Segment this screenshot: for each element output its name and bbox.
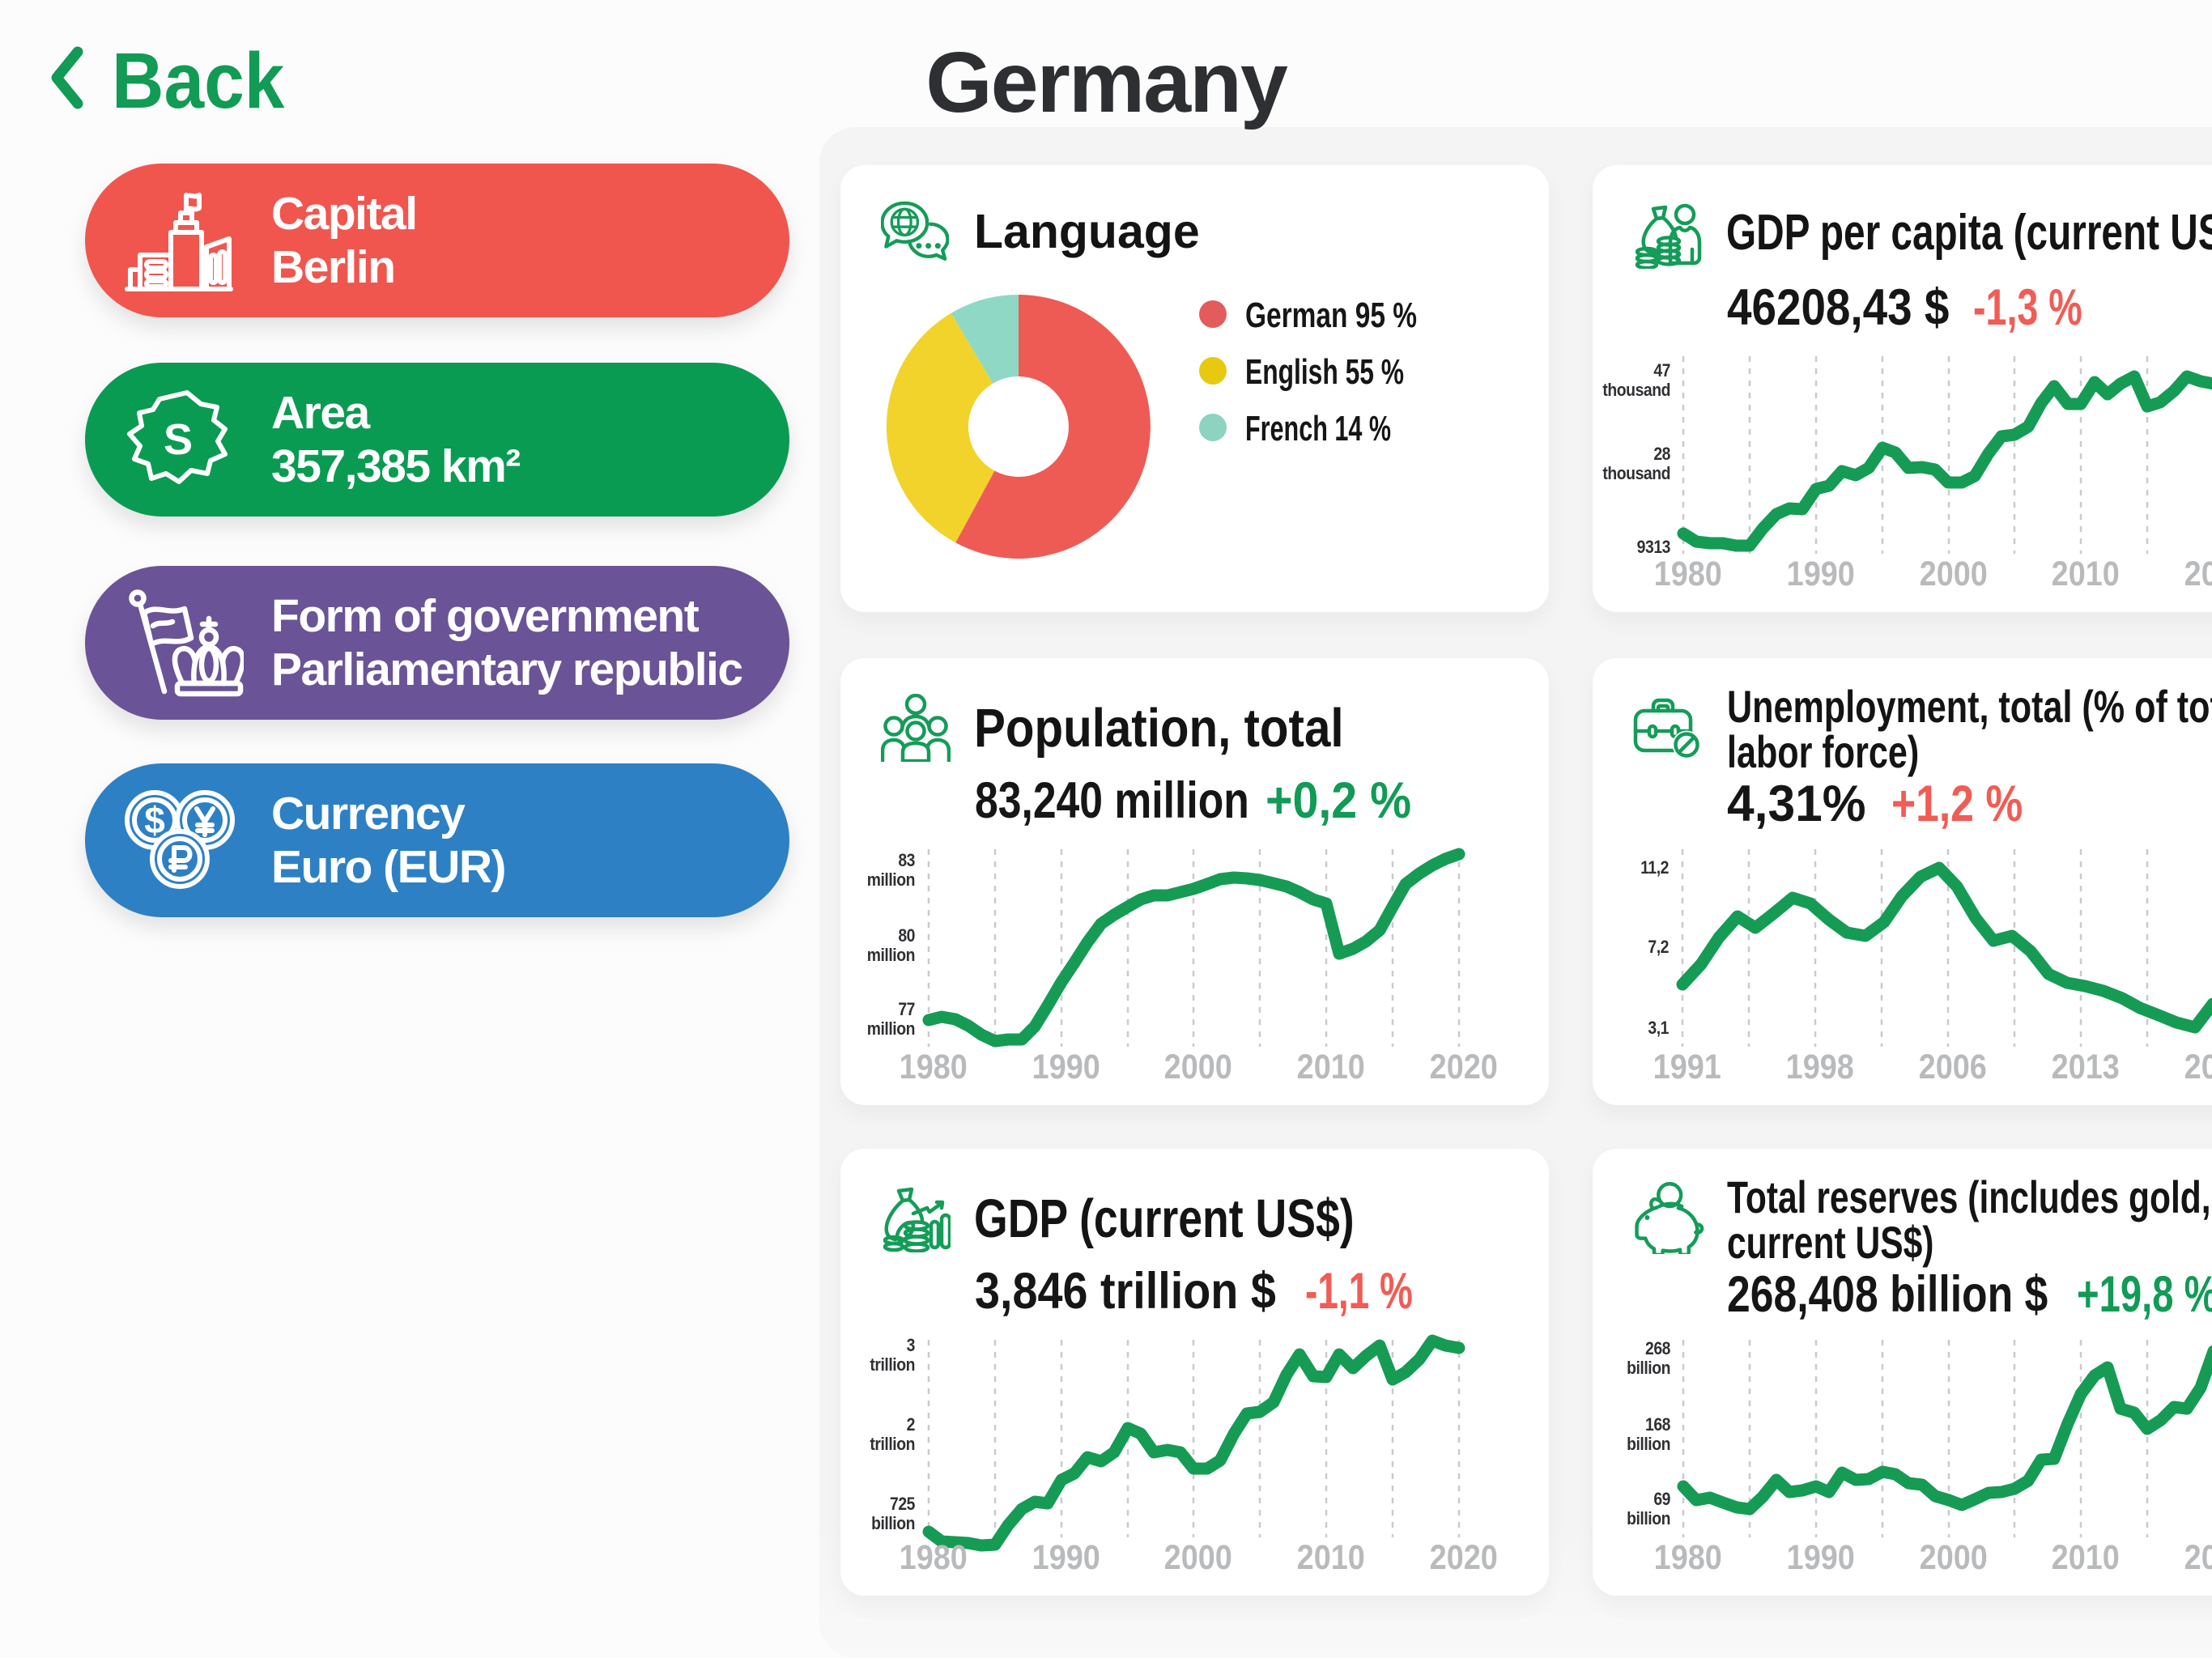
svg-text:French 14 %: French 14 %: [1245, 409, 1391, 449]
svg-text:S: S: [164, 415, 193, 464]
svg-text:German 95 %: German 95 %: [1245, 295, 1417, 335]
svg-text:English 55 %: English 55 %: [1245, 352, 1404, 392]
svg-text:$: $: [144, 799, 165, 841]
